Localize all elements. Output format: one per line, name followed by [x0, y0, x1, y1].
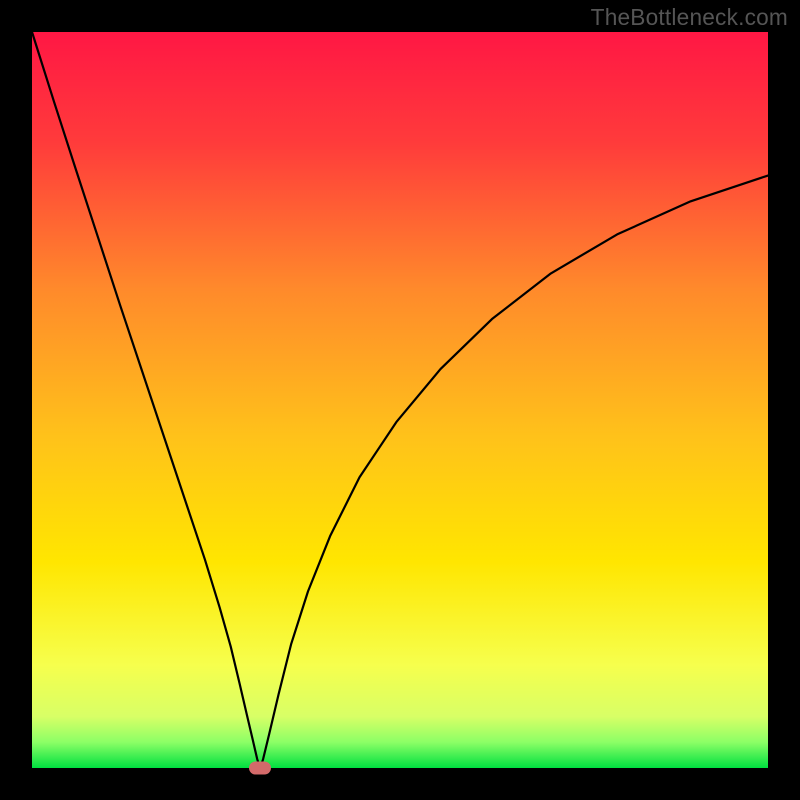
watermark-text: TheBottleneck.com [591, 4, 788, 31]
plot-area [32, 32, 768, 768]
bottleneck-curve [32, 32, 768, 768]
optimum-marker [249, 762, 271, 775]
chart-frame: TheBottleneck.com [0, 0, 800, 800]
